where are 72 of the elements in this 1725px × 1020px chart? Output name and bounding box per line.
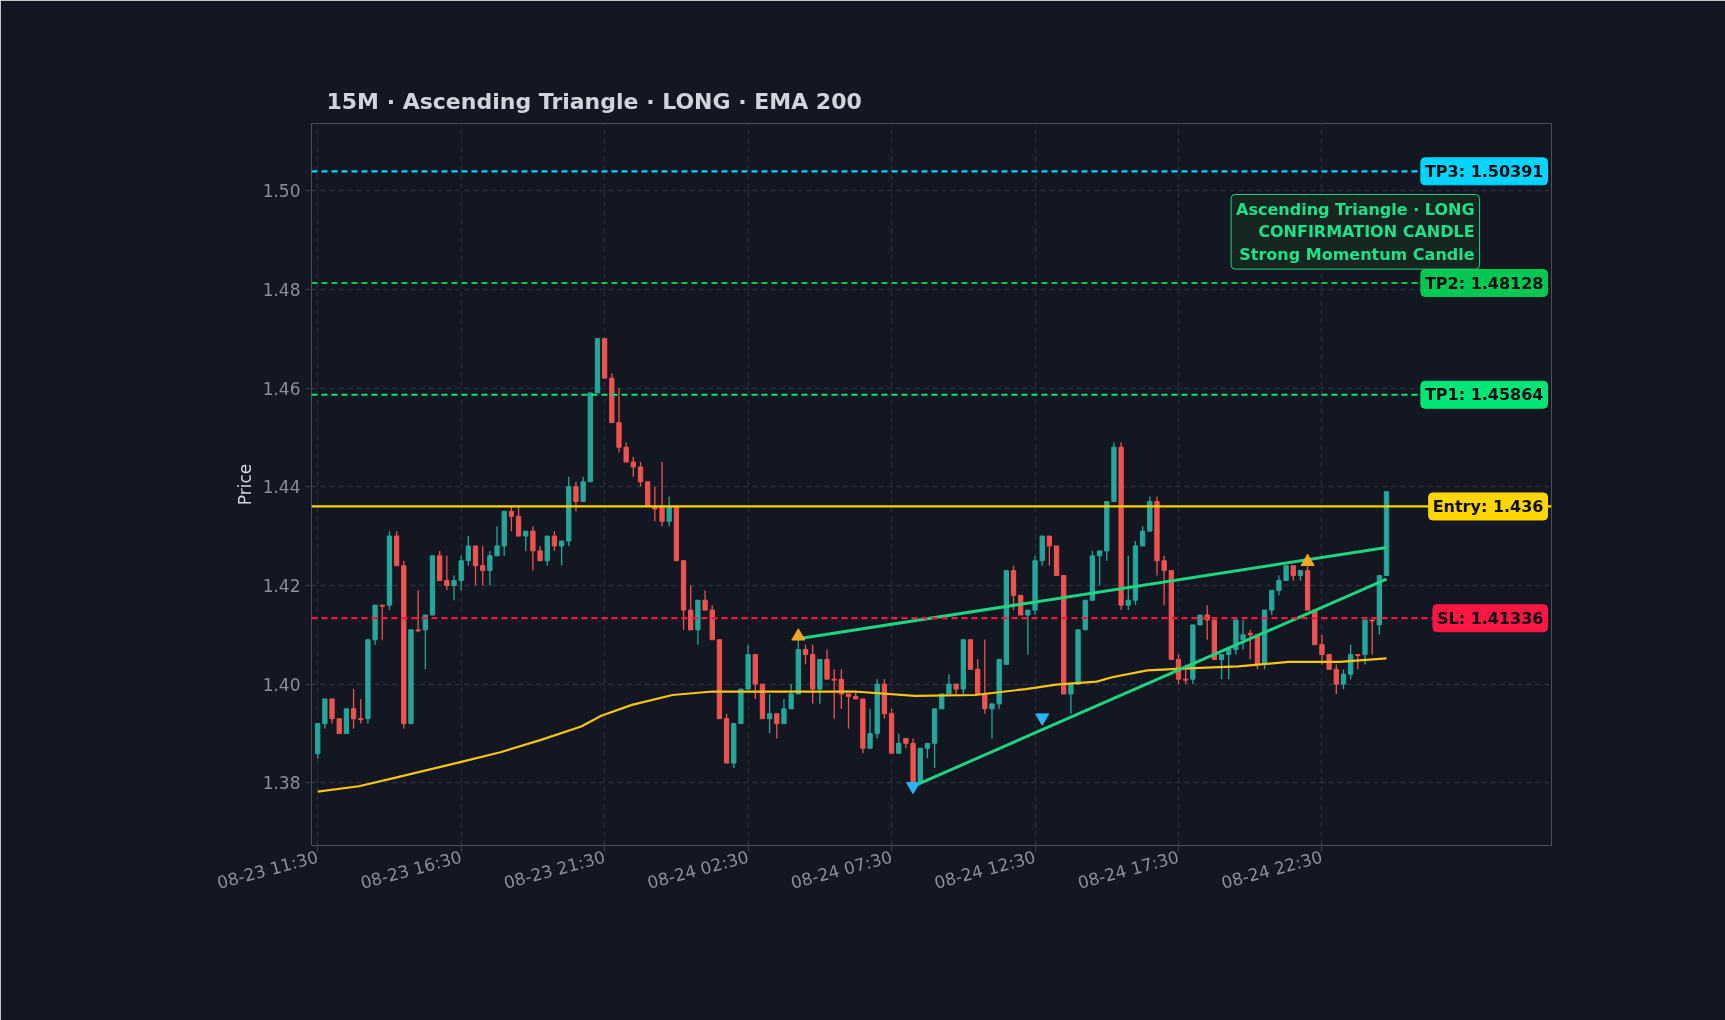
x-tick-label: 08-24 22:30 bbox=[1219, 846, 1325, 893]
x-tick-label: 08-24 17:30 bbox=[1075, 846, 1182, 893]
candlestick bbox=[358, 698, 364, 725]
candlestick bbox=[630, 456, 636, 478]
candlestick bbox=[573, 481, 579, 513]
x-tick-label: 08-24 02:30 bbox=[645, 846, 751, 893]
y-tick-label: 1.46 bbox=[262, 378, 301, 399]
candlestick bbox=[1025, 609, 1031, 656]
y-tick-label: 1.42 bbox=[262, 575, 301, 596]
candlestick bbox=[1218, 653, 1225, 680]
candlestick bbox=[444, 555, 450, 592]
x-tick-label: 08-24 07:30 bbox=[788, 846, 895, 893]
candlestick bbox=[494, 525, 500, 557]
candlestick bbox=[558, 540, 565, 567]
chart-title: 15M · Ascending Triangle · LONG · EMA 200 bbox=[326, 88, 862, 114]
candlestick bbox=[666, 495, 672, 527]
annotation: Ascending Triangle · LONG CONFIRMATION CANDLE Strong Momentum Candle bbox=[1236, 199, 1475, 265]
candlestick bbox=[1247, 629, 1253, 661]
ref-line-label: TP3: 1.50391 bbox=[1424, 161, 1544, 181]
candlestick bbox=[1204, 604, 1210, 641]
candlestick bbox=[1125, 555, 1131, 611]
candlestick bbox=[350, 688, 357, 730]
candlestick bbox=[480, 545, 486, 587]
candlestick bbox=[845, 693, 852, 730]
candlestick bbox=[1369, 619, 1375, 656]
candlestick bbox=[989, 703, 995, 740]
ref-line-label: TP2: 1.48128 bbox=[1424, 273, 1544, 293]
candlestick bbox=[896, 732, 902, 754]
candlestick bbox=[1068, 683, 1074, 715]
candlestick bbox=[465, 535, 472, 567]
candlestick bbox=[788, 683, 794, 710]
ref-line-label: SL: 1.41336 bbox=[1436, 608, 1544, 628]
candlestick bbox=[982, 639, 988, 715]
candlestick bbox=[1139, 525, 1146, 547]
y-tick-label: 1.44 bbox=[262, 477, 301, 498]
candlestick bbox=[702, 589, 708, 611]
candlestick bbox=[1333, 663, 1339, 695]
candlestick bbox=[766, 693, 773, 735]
candlestick bbox=[1226, 648, 1232, 680]
x-tick-label: 08-23 21:30 bbox=[501, 846, 608, 893]
x-tick-label: 08-23 16:30 bbox=[358, 846, 464, 893]
y-tick-label: 1.38 bbox=[262, 773, 301, 794]
y-axis-title: Price bbox=[234, 463, 255, 506]
candlestick bbox=[1046, 535, 1053, 567]
y-tick-label: 1.50 bbox=[262, 181, 301, 202]
candlestick bbox=[1096, 550, 1103, 587]
candlestick bbox=[781, 698, 787, 725]
candlestick bbox=[523, 530, 529, 552]
candlestick bbox=[802, 643, 809, 666]
candlestick bbox=[831, 668, 837, 720]
candlestick bbox=[946, 673, 952, 695]
y-tick-label: 1.48 bbox=[262, 279, 301, 300]
candlestick bbox=[1161, 555, 1167, 606]
x-tick-label: 08-24 12:30 bbox=[932, 846, 1038, 893]
candlestick bbox=[530, 525, 536, 572]
candlestick bbox=[1340, 668, 1347, 690]
candlestick bbox=[415, 589, 421, 633]
candlestick bbox=[379, 604, 385, 641]
candlestick bbox=[688, 584, 694, 631]
candlestick bbox=[515, 505, 522, 537]
candlestick bbox=[329, 698, 335, 725]
y-tick-label: 1.40 bbox=[262, 674, 301, 695]
candlestick bbox=[774, 713, 780, 740]
ref-line-label: TP1: 1.45864 bbox=[1424, 385, 1544, 405]
candlestick bbox=[824, 648, 830, 680]
x-tick-label: 08-23 11:30 bbox=[214, 846, 321, 893]
candlestick bbox=[637, 461, 644, 488]
ref-line-label: Entry: 1.436 bbox=[1432, 496, 1544, 516]
candlestick bbox=[508, 505, 515, 532]
candlestick bbox=[487, 550, 493, 587]
candlestick bbox=[551, 530, 558, 552]
candlestick bbox=[472, 545, 479, 587]
